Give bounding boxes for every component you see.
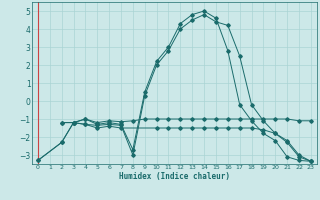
X-axis label: Humidex (Indice chaleur): Humidex (Indice chaleur) bbox=[119, 172, 230, 181]
